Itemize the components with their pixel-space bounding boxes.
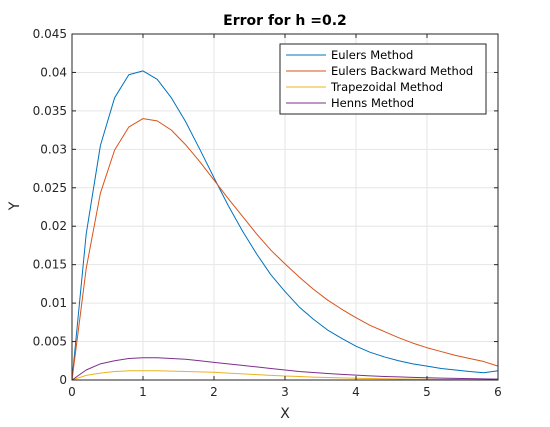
x-tick-label: 3	[281, 385, 289, 399]
x-axis-label: X	[280, 406, 290, 422]
legend-entry: Eulers Method	[331, 48, 413, 62]
legend-box	[279, 43, 487, 115]
y-tick-label: 0.005	[33, 335, 67, 349]
x-tick-label: 6	[494, 385, 502, 399]
x-tick-label: 2	[210, 385, 218, 399]
y-tick-label: 0.02	[40, 219, 67, 233]
y-tick-label: 0.015	[33, 258, 67, 272]
legend-entry: Eulers Backward Method	[331, 64, 473, 78]
y-tick-label: 0	[59, 373, 67, 387]
x-tick-label: 1	[139, 385, 147, 399]
y-axis-label: Y	[7, 201, 23, 211]
series-line-1	[71, 118, 499, 381]
y-axis-ticks: 0 0.005 0.01 0.015 0.02 0.025 0.03 0.035 0.04 0.0…	[33, 27, 498, 387]
chart-title: Error for h =0.2	[223, 13, 347, 29]
y-tick-label: 0.045	[33, 27, 67, 41]
series-line-0	[71, 70, 499, 381]
y-tick-label: 0.035	[33, 104, 67, 118]
y-tick-label: 0.04	[40, 65, 67, 79]
x-axis-ticks: 0 1 2 3 4 5 6	[68, 34, 502, 399]
legend: Eulers Method Eulers Backward Method Trape…	[279, 43, 487, 115]
legend-entry: Trapezoidal Method	[330, 80, 443, 94]
y-tick-label: 0.01	[40, 296, 67, 310]
x-tick-label: 0	[68, 385, 76, 399]
y-tick-label: 0.03	[40, 142, 67, 156]
x-tick-label: 4	[352, 385, 360, 399]
y-tick-label: 0.025	[33, 181, 67, 195]
legend-entry: Henns Method	[331, 96, 414, 110]
x-tick-label: 5	[423, 385, 431, 399]
